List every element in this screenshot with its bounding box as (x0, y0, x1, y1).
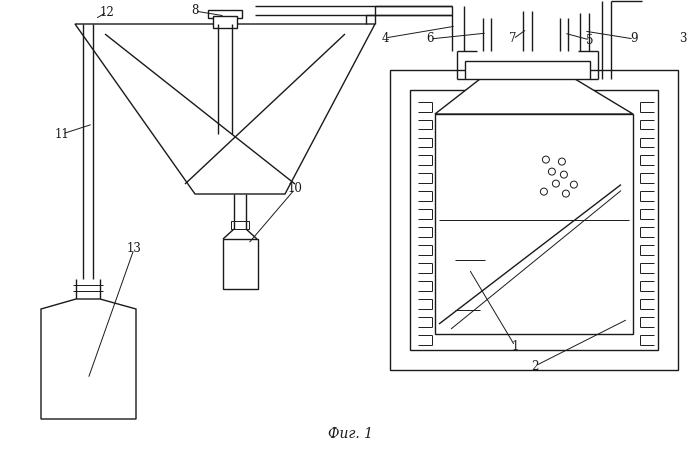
Text: 4: 4 (382, 31, 388, 44)
Text: 2: 2 (531, 360, 539, 372)
Bar (410, 90, 658, 350)
Text: 1: 1 (511, 340, 519, 352)
Bar (390, 70, 678, 370)
Bar (208, 10, 242, 18)
Text: 9: 9 (630, 33, 638, 45)
Text: 3: 3 (679, 33, 687, 45)
Bar (231, 221, 249, 229)
Text: 11: 11 (55, 128, 69, 140)
Text: 5: 5 (587, 34, 594, 46)
Text: 12: 12 (99, 5, 114, 19)
Polygon shape (41, 299, 136, 419)
Text: 7: 7 (510, 33, 517, 45)
Polygon shape (465, 61, 590, 79)
Text: 10: 10 (288, 183, 302, 196)
Text: 13: 13 (127, 242, 141, 256)
Polygon shape (435, 79, 633, 114)
Text: Фиг. 1: Фиг. 1 (328, 427, 372, 441)
Bar (213, 16, 237, 28)
Polygon shape (75, 24, 375, 194)
Bar (223, 239, 258, 289)
Text: 6: 6 (426, 33, 434, 45)
Bar (435, 114, 633, 334)
Text: 8: 8 (191, 5, 199, 18)
